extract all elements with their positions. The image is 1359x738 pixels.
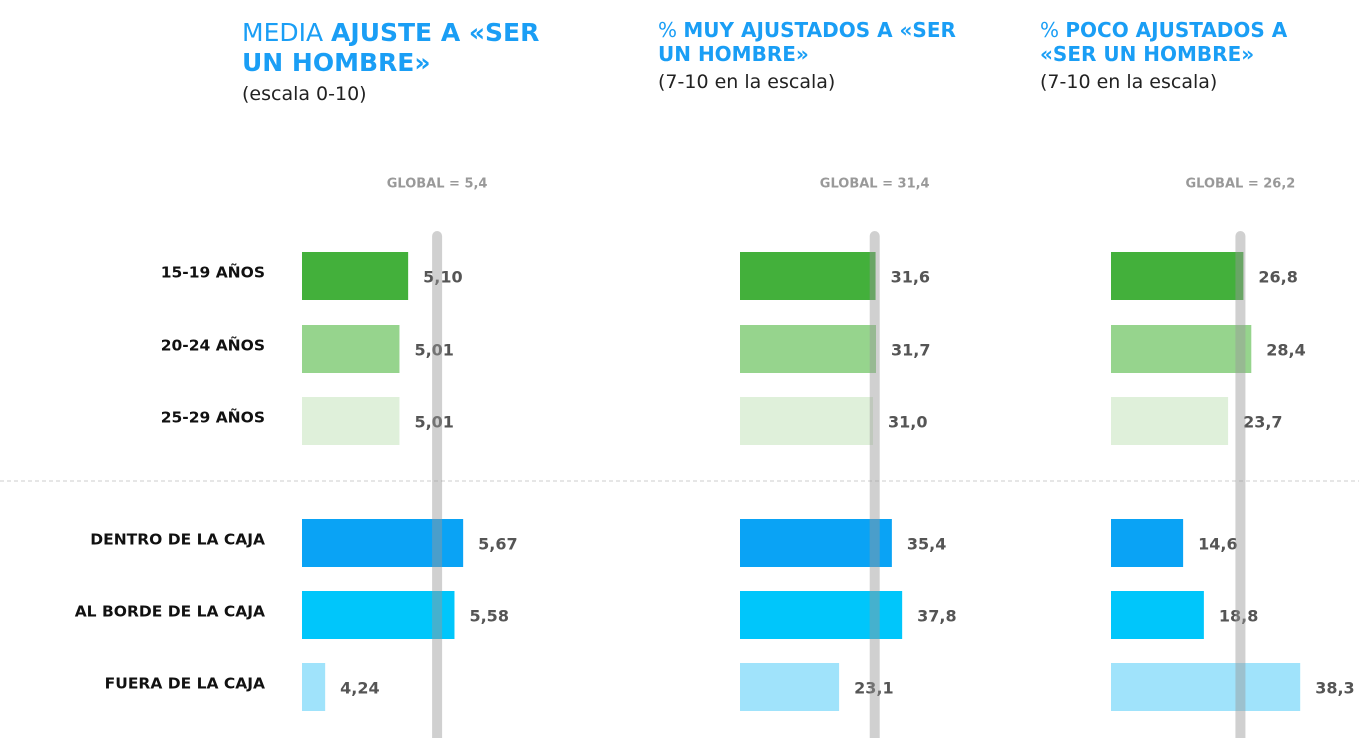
reference-label: GLOBAL = 31,4	[820, 177, 930, 192]
bar	[302, 397, 400, 445]
category-label: 25-29 AÑOS	[161, 408, 265, 427]
panel-title: MEDIA AJUSTE A «SER UN HOMBRE» (escala 0-…	[242, 18, 542, 107]
bar	[302, 663, 326, 711]
reference-label: GLOBAL = 26,2	[1186, 177, 1296, 192]
panel-title: % POCO AJUSTADOS A «SER UN HOMBRE» (7-10 …	[1040, 18, 1310, 95]
bar	[1111, 252, 1244, 300]
value-label: 5,01	[414, 341, 453, 360]
category-label: 15-19 AÑOS	[161, 263, 265, 282]
panel-title: % MUY AJUSTADOS A «SER UN HOMBRE» (7-10 e…	[658, 18, 968, 95]
value-label: 28,4	[1266, 341, 1305, 360]
category-label: AL BORDE DE LA CAJA	[75, 603, 265, 621]
category-label: 20-24 AÑOS	[161, 336, 265, 355]
value-label: 26,8	[1258, 268, 1297, 287]
value-label: 5,10	[423, 268, 462, 287]
bar	[740, 591, 903, 639]
value-label: 38,3	[1315, 679, 1354, 698]
title-lead: %	[658, 18, 678, 42]
value-label: 4,24	[340, 679, 379, 698]
value-label: 23,7	[1243, 413, 1282, 432]
title: POCO AJUSTADOS A «SER UN HOMBRE»	[1040, 18, 1288, 66]
bar	[302, 252, 409, 300]
bar	[302, 325, 400, 373]
bar	[302, 591, 455, 639]
bar	[1111, 519, 1184, 567]
value-label: 37,8	[917, 607, 956, 626]
bar	[740, 397, 873, 445]
bar	[1111, 663, 1301, 711]
value-label: 35,4	[907, 535, 946, 554]
category-label: FUERA DE LA CAJA	[105, 675, 265, 693]
title-lead: MEDIA	[242, 18, 324, 47]
value-label: 5,01	[414, 413, 453, 432]
bar	[740, 519, 892, 567]
subtitle: (7-10 en la escala)	[1040, 71, 1218, 93]
bar	[302, 519, 464, 567]
bar	[740, 663, 840, 711]
value-label: 23,1	[854, 679, 893, 698]
subtitle: (7-10 en la escala)	[658, 71, 836, 93]
bar	[740, 325, 876, 373]
bar	[1111, 591, 1204, 639]
value-label: 31,7	[891, 341, 930, 360]
bar	[1111, 325, 1252, 373]
title: MUY AJUSTADOS A «SER UN HOMBRE»	[658, 18, 956, 66]
subtitle: (escala 0-10)	[242, 83, 367, 105]
value-label: 14,6	[1198, 535, 1237, 554]
value-label: 18,8	[1219, 607, 1258, 626]
bar	[1111, 397, 1229, 445]
value-label: 5,58	[469, 607, 508, 626]
title-lead: %	[1040, 18, 1060, 42]
title: AJUSTE A «SER UN HOMBRE»	[242, 18, 540, 77]
value-label: 5,67	[478, 535, 517, 554]
category-label: DENTRO DE LA CAJA	[90, 531, 265, 549]
bar	[740, 252, 876, 300]
reference-label: GLOBAL = 5,4	[387, 177, 488, 192]
value-label: 31,6	[891, 268, 930, 287]
value-label: 31,0	[888, 413, 927, 432]
